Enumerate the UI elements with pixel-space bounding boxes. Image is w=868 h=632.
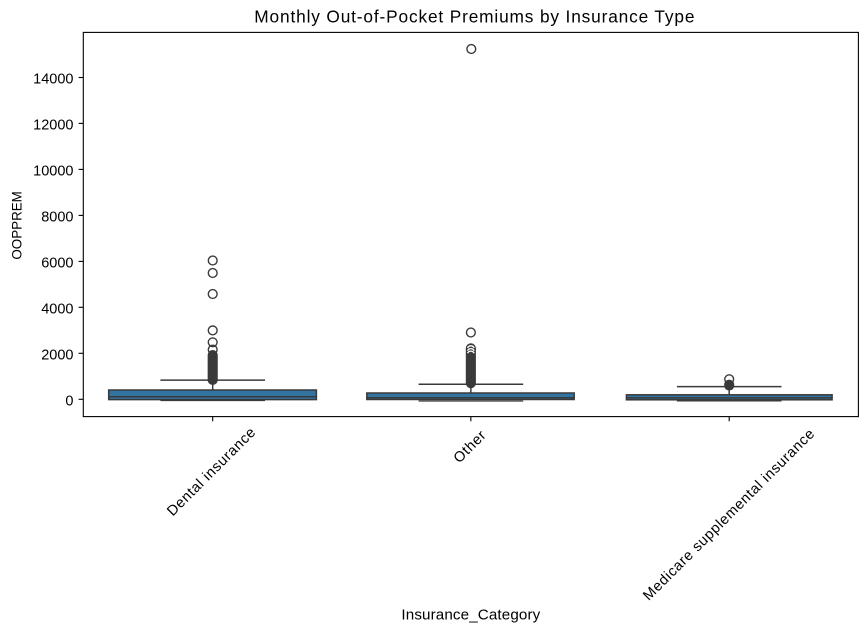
svg-text:12000: 12000: [33, 117, 73, 133]
svg-text:OOPPREM: OOPPREM: [9, 191, 24, 259]
svg-text:14000: 14000: [33, 72, 73, 88]
svg-text:4000: 4000: [41, 301, 73, 317]
svg-text:2000: 2000: [41, 347, 73, 363]
svg-text:Insurance_Category: Insurance_Category: [401, 607, 540, 624]
svg-text:8000: 8000: [41, 209, 73, 225]
svg-text:6000: 6000: [41, 255, 73, 271]
svg-text:0: 0: [65, 393, 73, 409]
svg-text:Monthly Out-of-Pocket Premiums: Monthly Out-of-Pocket Premiums by Insura…: [254, 6, 695, 26]
svg-text:10000: 10000: [33, 163, 73, 179]
